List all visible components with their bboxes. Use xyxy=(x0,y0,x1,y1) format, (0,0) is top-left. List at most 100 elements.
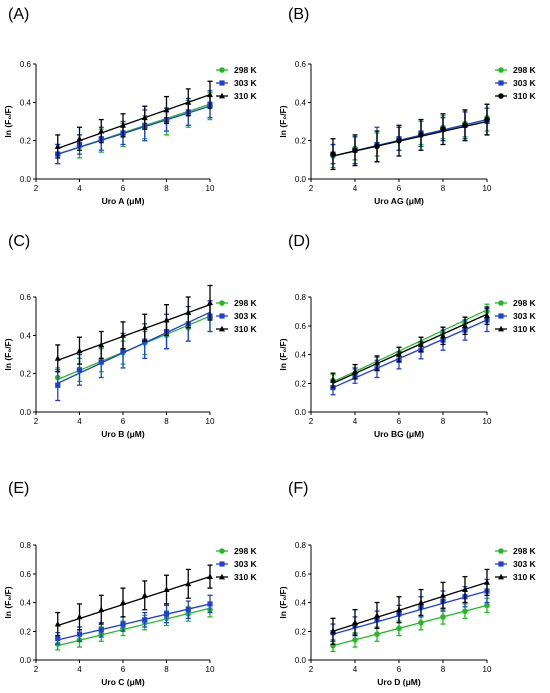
chart-svg: 2 4 6 8 10 0.0 0.2 0.4 0.6 Uro A (μM) ln (F₀/F) 298… xyxy=(3,60,258,206)
data-point xyxy=(163,106,170,113)
legend-label: 298 K xyxy=(234,546,258,556)
legend-marker xyxy=(219,573,225,580)
y-axis-title: ln (F₀/F) xyxy=(278,338,288,370)
panel-label: (B) xyxy=(288,6,310,23)
fit-line xyxy=(57,105,211,155)
data-point xyxy=(55,635,61,642)
data-point xyxy=(163,586,170,592)
data-point xyxy=(54,620,61,627)
data-point xyxy=(76,631,83,637)
y-tick-label: 0.6 xyxy=(295,322,307,331)
fit-line xyxy=(332,590,488,635)
y-tick-label: 0.0 xyxy=(20,175,32,184)
fit-line xyxy=(57,603,211,641)
data-point xyxy=(120,621,126,627)
chart-panel-a: (A) 2 4 6 8 10 0.0 0.2 0.4 0.6 Uro A (μM) ln (F₀/F… xyxy=(0,0,275,231)
data-point xyxy=(76,135,83,142)
x-tick-label: 2 xyxy=(34,665,39,674)
legend-marker xyxy=(219,548,225,554)
data-point xyxy=(396,606,402,613)
legend-label: 310 K xyxy=(234,91,258,101)
y-axis-title: ln (F₀/F) xyxy=(278,105,288,137)
data-point xyxy=(142,617,148,623)
x-tick-label: 8 xyxy=(164,665,169,674)
legend-marker xyxy=(498,325,504,332)
x-tick-label: 8 xyxy=(441,665,446,674)
x-tick-label: 4 xyxy=(77,184,82,193)
data-point xyxy=(396,137,402,144)
legend-label: 310 K xyxy=(234,572,258,582)
data-point xyxy=(141,114,148,121)
legend-label: 303 K xyxy=(513,311,537,321)
legend-marker xyxy=(498,573,504,580)
legend-marker xyxy=(219,67,225,73)
x-tick-label: 6 xyxy=(121,184,126,193)
panel-label: (F) xyxy=(288,480,309,497)
data-point xyxy=(98,359,104,365)
y-tick-label: 0.8 xyxy=(295,541,307,550)
legend-label: 298 K xyxy=(234,298,258,308)
data-point xyxy=(330,377,336,383)
data-point xyxy=(462,322,468,329)
x-tick-label: 8 xyxy=(441,417,446,426)
data-point xyxy=(55,382,61,388)
legend-label: 303 K xyxy=(234,78,258,88)
data-point xyxy=(374,631,380,637)
data-point xyxy=(98,606,105,613)
y-tick-label: 0.6 xyxy=(20,570,32,579)
y-tick-label: 0.0 xyxy=(295,175,307,184)
data-point xyxy=(98,341,105,348)
data-point xyxy=(484,579,490,585)
x-tick-label: 10 xyxy=(206,184,215,193)
x-tick-label: 4 xyxy=(353,665,358,674)
y-tick-label: 0.2 xyxy=(295,627,307,636)
panel-label: (C) xyxy=(8,233,31,250)
chart-panel-c: (C) 2 4 6 8 10 0.0 0.2 0.4 0.6 Uro B (μM) ln (F₀/F… xyxy=(0,231,275,462)
x-tick-label: 4 xyxy=(77,417,82,426)
data-point xyxy=(163,611,170,617)
chart-panel-f: (F) 2 4 6 8 10 0.0 0.2 0.4 0.6 0.8 Uro D (μM) ln (F… xyxy=(275,462,550,693)
x-tick-label: 4 xyxy=(77,665,82,674)
x-tick-label: 2 xyxy=(34,184,39,193)
fit-line xyxy=(332,120,488,157)
x-tick-label: 8 xyxy=(441,184,446,193)
y-tick-label: 0.2 xyxy=(20,137,32,146)
data-point xyxy=(207,573,213,580)
y-tick-label: 0.2 xyxy=(295,137,307,146)
data-point xyxy=(207,91,213,98)
legend-label: 310 K xyxy=(513,324,537,334)
legend-marker xyxy=(219,325,225,332)
fit-line xyxy=(332,313,488,384)
data-point xyxy=(141,592,148,598)
legend-label: 303 K xyxy=(513,559,537,569)
panel-label: (A) xyxy=(8,6,30,23)
legend-marker xyxy=(498,93,504,99)
data-point xyxy=(330,151,336,157)
legend-label: 303 K xyxy=(513,78,537,88)
y-tick-label: 0.6 xyxy=(295,60,307,69)
data-point xyxy=(185,99,192,105)
x-tick-label: 2 xyxy=(34,417,39,426)
legend-label: 298 K xyxy=(234,65,258,75)
data-point xyxy=(462,608,468,614)
data-point xyxy=(207,299,213,306)
legend-marker xyxy=(498,561,504,567)
legend-label: 303 K xyxy=(234,559,258,569)
data-point xyxy=(484,602,490,609)
x-axis-title: Uro B (μM) xyxy=(101,429,145,439)
legend-marker xyxy=(219,313,225,319)
chart-panel-e: (E) 2 4 6 8 10 0.0 0.2 0.4 0.6 0.8 Uro C (μM) ln (F… xyxy=(0,462,275,693)
legend-label: 310 K xyxy=(234,324,258,334)
data-point xyxy=(185,580,192,587)
x-axis-title: Uro AG (μM) xyxy=(374,196,424,206)
data-point xyxy=(440,332,446,339)
y-tick-label: 0.2 xyxy=(295,379,307,388)
x-axis-title: Uro C (μM) xyxy=(101,677,145,687)
y-tick-label: 0.4 xyxy=(295,351,307,360)
y-tick-label: 0.4 xyxy=(20,98,32,107)
data-point xyxy=(98,627,104,633)
y-axis-title: ln (F₀/F) xyxy=(3,105,13,137)
panel-label: (D) xyxy=(288,233,311,250)
data-point xyxy=(418,341,424,347)
data-point xyxy=(484,312,490,319)
